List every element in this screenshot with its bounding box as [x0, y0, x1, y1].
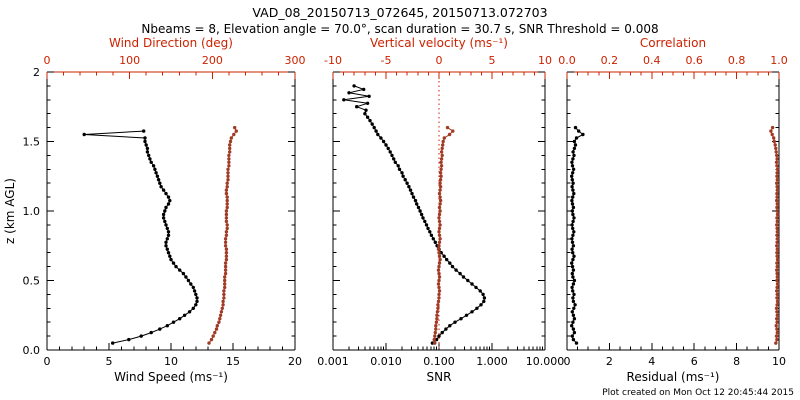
- series-residual: [570, 125, 585, 345]
- x-tick-label: 20: [288, 355, 302, 368]
- x-tick-label: 0: [564, 355, 571, 368]
- x-tick-label: 1.000: [476, 355, 508, 368]
- y-tick-label: 1.5: [23, 136, 41, 149]
- x-tick-label: 5: [106, 355, 113, 368]
- top-axis-title: Wind Direction (deg): [109, 36, 233, 50]
- x-tick-label: 0.001: [317, 355, 349, 368]
- x-tick-label: 0.010: [370, 355, 402, 368]
- y-axis-title: z (km AGL): [3, 178, 17, 244]
- series-snr-line: [343, 85, 485, 344]
- plot-title: VAD_08_20150713_072645, 20150713.072703: [252, 5, 548, 20]
- series-snr: [342, 84, 487, 345]
- top-tick-label: 0.8: [728, 54, 746, 67]
- x-tick-label: 6: [691, 355, 698, 368]
- top-tick-label: -5: [381, 54, 392, 67]
- x-tick-label: 0: [44, 355, 51, 368]
- series-wind-direction: [207, 125, 238, 345]
- top-tick-label: 0.0: [558, 54, 576, 67]
- top-tick-label: 100: [119, 54, 140, 67]
- top-tick-label: 300: [285, 54, 306, 67]
- series-vertical-velocity: [432, 125, 455, 345]
- x-tick-label: 2: [606, 355, 613, 368]
- y-tick-label: 1.0: [23, 205, 41, 218]
- top-axis-title: Correlation: [640, 36, 706, 50]
- y-tick-label: 2: [33, 66, 40, 79]
- top-tick-label: 10: [538, 54, 552, 67]
- x-tick-label: 4: [648, 355, 655, 368]
- top-tick-label: 200: [202, 54, 223, 67]
- x-tick-label: 10: [772, 355, 786, 368]
- plot-created-timestamp: Plot created on Mon Oct 12 20:45:44 2015: [602, 388, 794, 398]
- residual-correlation-panel: 0 2 4 6 8 10 Residual (ms⁻¹) 0.0 0.2 0.4 0.6 0.8 1.0…: [558, 36, 788, 384]
- series-correlation: [769, 125, 780, 345]
- y-tick-label: 0.5: [23, 275, 41, 288]
- series-wind-speed-line: [84, 130, 198, 344]
- series-wind-speed: [82, 129, 199, 345]
- top-tick-label: 0.2: [601, 54, 619, 67]
- x-tick-label: 15: [226, 355, 240, 368]
- x-axis-title: Wind Speed (ms⁻¹): [114, 370, 228, 384]
- top-tick-label: 5: [489, 54, 496, 67]
- x-tick-label: 10: [164, 355, 178, 368]
- top-axis-title: Vertical velocity (ms⁻¹): [370, 36, 508, 50]
- wind-profile-panel: 0.0 0.5 1.0 1.5 2 z (km AGL) 0 5 10 15 20 Wind Spee…: [3, 36, 306, 384]
- y-tick-label: 0.0: [23, 344, 41, 357]
- top-tick-label: 0: [436, 54, 443, 67]
- top-tick-label: -10: [324, 54, 342, 67]
- top-tick-label: 0.4: [643, 54, 661, 67]
- plot-subtitle: Nbeams = 8, Elevation angle = 70.0°, sca…: [141, 22, 659, 36]
- x-axis-title: Residual (ms⁻¹): [627, 370, 720, 384]
- top-tick-label: 0: [44, 54, 51, 67]
- x-tick-label: 10.000: [526, 355, 565, 368]
- x-axis-title: SNR: [427, 370, 452, 384]
- top-tick-label: 1.0: [770, 54, 788, 67]
- x-tick-label: 0.100: [423, 355, 455, 368]
- x-tick-label: 8: [733, 355, 740, 368]
- snr-velocity-panel: 0.001 0.010 0.100 1.000 10.000 SNR -10 -5 0 5 10 Ve…: [317, 36, 564, 384]
- top-tick-label: 0.6: [685, 54, 703, 67]
